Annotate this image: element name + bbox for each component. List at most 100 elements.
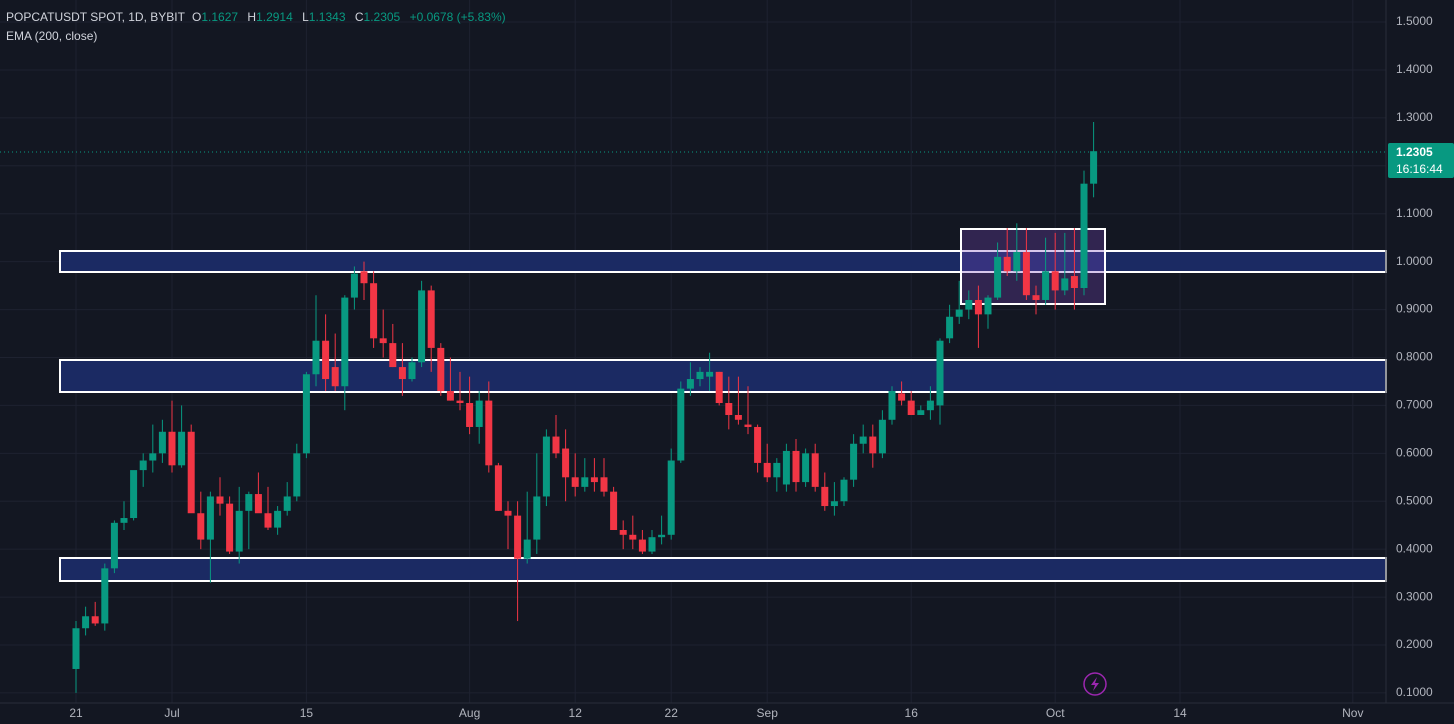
candle-body	[523, 539, 531, 559]
y-tick-label: 1.4000	[1396, 62, 1433, 76]
candle-body	[226, 503, 234, 552]
candle-body	[754, 426, 762, 463]
candle-body	[168, 431, 176, 466]
candle-body	[360, 271, 368, 284]
x-tick-label: 21	[69, 706, 83, 720]
candle-body	[341, 297, 349, 387]
x-tick-label: Jul	[164, 706, 179, 720]
candle-body	[178, 431, 186, 466]
candle-body	[667, 460, 675, 535]
change: +0.0678 (+5.83%)	[410, 10, 506, 24]
y-tick-label: 0.9000	[1396, 302, 1433, 316]
y-tick-label: 0.1000	[1396, 685, 1433, 699]
candle-body	[514, 515, 522, 559]
candles	[72, 122, 1098, 693]
candle-body	[600, 477, 608, 492]
alert-bolt	[1091, 677, 1099, 691]
alert-icon[interactable]	[1083, 672, 1107, 696]
ohlc-value: 1.2305	[364, 10, 401, 24]
candle-body	[264, 513, 272, 528]
candle-body	[312, 340, 320, 375]
candle-body	[802, 453, 810, 483]
ohlc-value: 1.1627	[201, 10, 238, 24]
x-tick-label: Nov	[1342, 706, 1363, 720]
candle-body	[926, 400, 934, 411]
candle-body	[120, 518, 128, 523]
candle-body	[197, 513, 205, 540]
candle-body	[542, 436, 550, 497]
candle-body	[773, 462, 781, 478]
candle-body	[811, 453, 819, 487]
candle-body	[686, 379, 694, 389]
candle-body	[792, 450, 800, 483]
candle-body	[715, 371, 723, 404]
candle-body	[370, 283, 378, 339]
y-tick-label: 0.8000	[1396, 350, 1433, 364]
candle-body	[322, 340, 330, 380]
candle-body	[1013, 252, 1021, 272]
y-tick-label: 0.6000	[1396, 446, 1433, 460]
candle-body	[888, 391, 896, 420]
candle-body	[734, 414, 742, 420]
x-tick-label: 15	[300, 706, 314, 720]
y-tick-label: 0.2000	[1396, 637, 1433, 651]
ohlc: O1.1627 H1.2914 L1.1343 C1.2305 +0.0678 …	[192, 10, 506, 24]
candle-body	[869, 436, 877, 454]
candle-body	[350, 273, 358, 298]
candle-body	[898, 393, 906, 401]
candle-body	[850, 443, 858, 480]
candle-body	[283, 496, 291, 511]
x-tick-label: 22	[665, 706, 679, 720]
candle-body	[1003, 256, 1011, 272]
ohlc-label: C	[355, 10, 364, 24]
candle-body	[936, 340, 944, 406]
candle-body	[187, 431, 195, 514]
candle-body	[158, 431, 166, 454]
candle-body	[744, 424, 752, 427]
y-tick-label: 0.4000	[1396, 541, 1433, 555]
candle-body	[840, 479, 848, 502]
candle-body	[1032, 295, 1040, 300]
candle-body	[254, 494, 262, 514]
candle-body	[830, 501, 838, 507]
candle-body	[274, 510, 282, 528]
zone	[59, 359, 1387, 393]
candle-body	[379, 338, 387, 344]
candle-body	[571, 477, 579, 487]
x-tick-label: 16	[905, 706, 919, 720]
candle-body	[1042, 271, 1050, 300]
x-tick-label: 14	[1173, 706, 1187, 720]
candle-body	[590, 477, 598, 483]
candle-body	[130, 470, 138, 519]
candle-body	[859, 436, 867, 444]
candle-body	[1022, 252, 1030, 296]
candle-body	[437, 347, 445, 392]
zone	[59, 250, 1387, 273]
candle-body	[581, 477, 589, 487]
candle-body	[398, 367, 406, 380]
ohlc-label: O	[192, 10, 201, 24]
candle-body	[725, 403, 733, 415]
candle-body	[446, 391, 454, 401]
y-tick-label: 0.5000	[1396, 493, 1433, 507]
candle-body	[389, 343, 397, 368]
y-tick-label: 0.3000	[1396, 589, 1433, 603]
candle-body	[427, 290, 435, 348]
candle-body	[1070, 276, 1078, 289]
candle-body	[139, 460, 147, 471]
candle-body	[619, 530, 627, 535]
candle-body	[994, 256, 1002, 298]
x-tick-label: Aug	[459, 706, 480, 720]
candle-body	[302, 374, 310, 454]
candle-body	[485, 400, 493, 466]
candle-body	[293, 453, 301, 497]
candle-body	[110, 522, 118, 569]
candle-body	[677, 388, 685, 461]
y-tick-label: 1.3000	[1396, 110, 1433, 124]
candle-body	[946, 316, 954, 339]
candle-body	[533, 496, 541, 540]
candle-body	[149, 453, 157, 461]
ohlc-label: H	[247, 10, 256, 24]
countdown: 16:16:44	[1396, 162, 1443, 176]
